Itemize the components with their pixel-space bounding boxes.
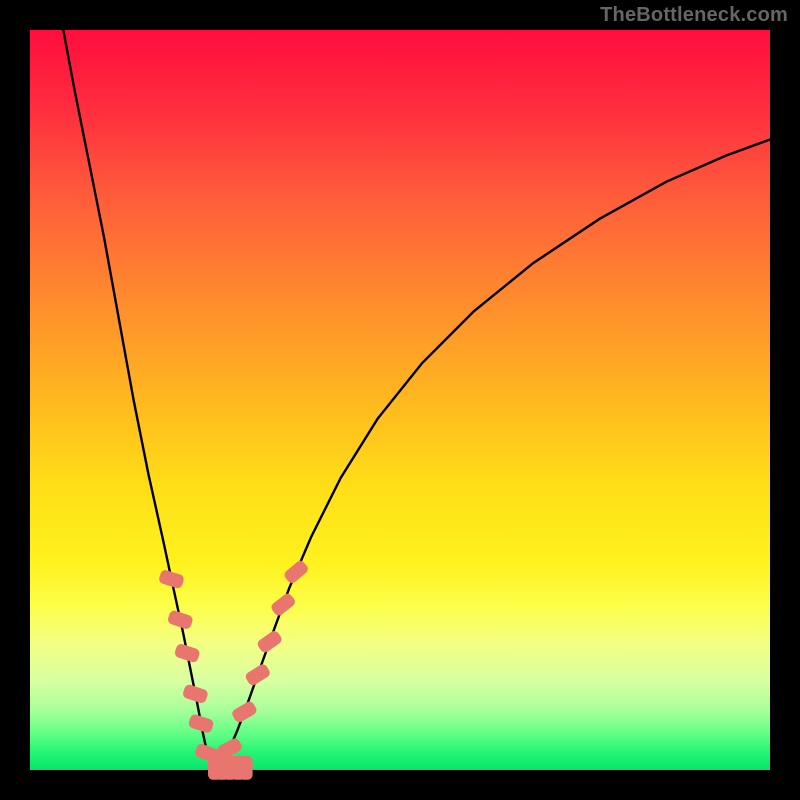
chart-stage: TheBottleneck.com — [0, 0, 800, 800]
data-marker — [239, 756, 253, 780]
plot-gradient-area — [30, 30, 770, 770]
watermark-text: TheBottleneck.com — [600, 4, 788, 27]
data-marker-pill — [239, 756, 253, 780]
bottleneck-chart-svg — [0, 0, 800, 800]
